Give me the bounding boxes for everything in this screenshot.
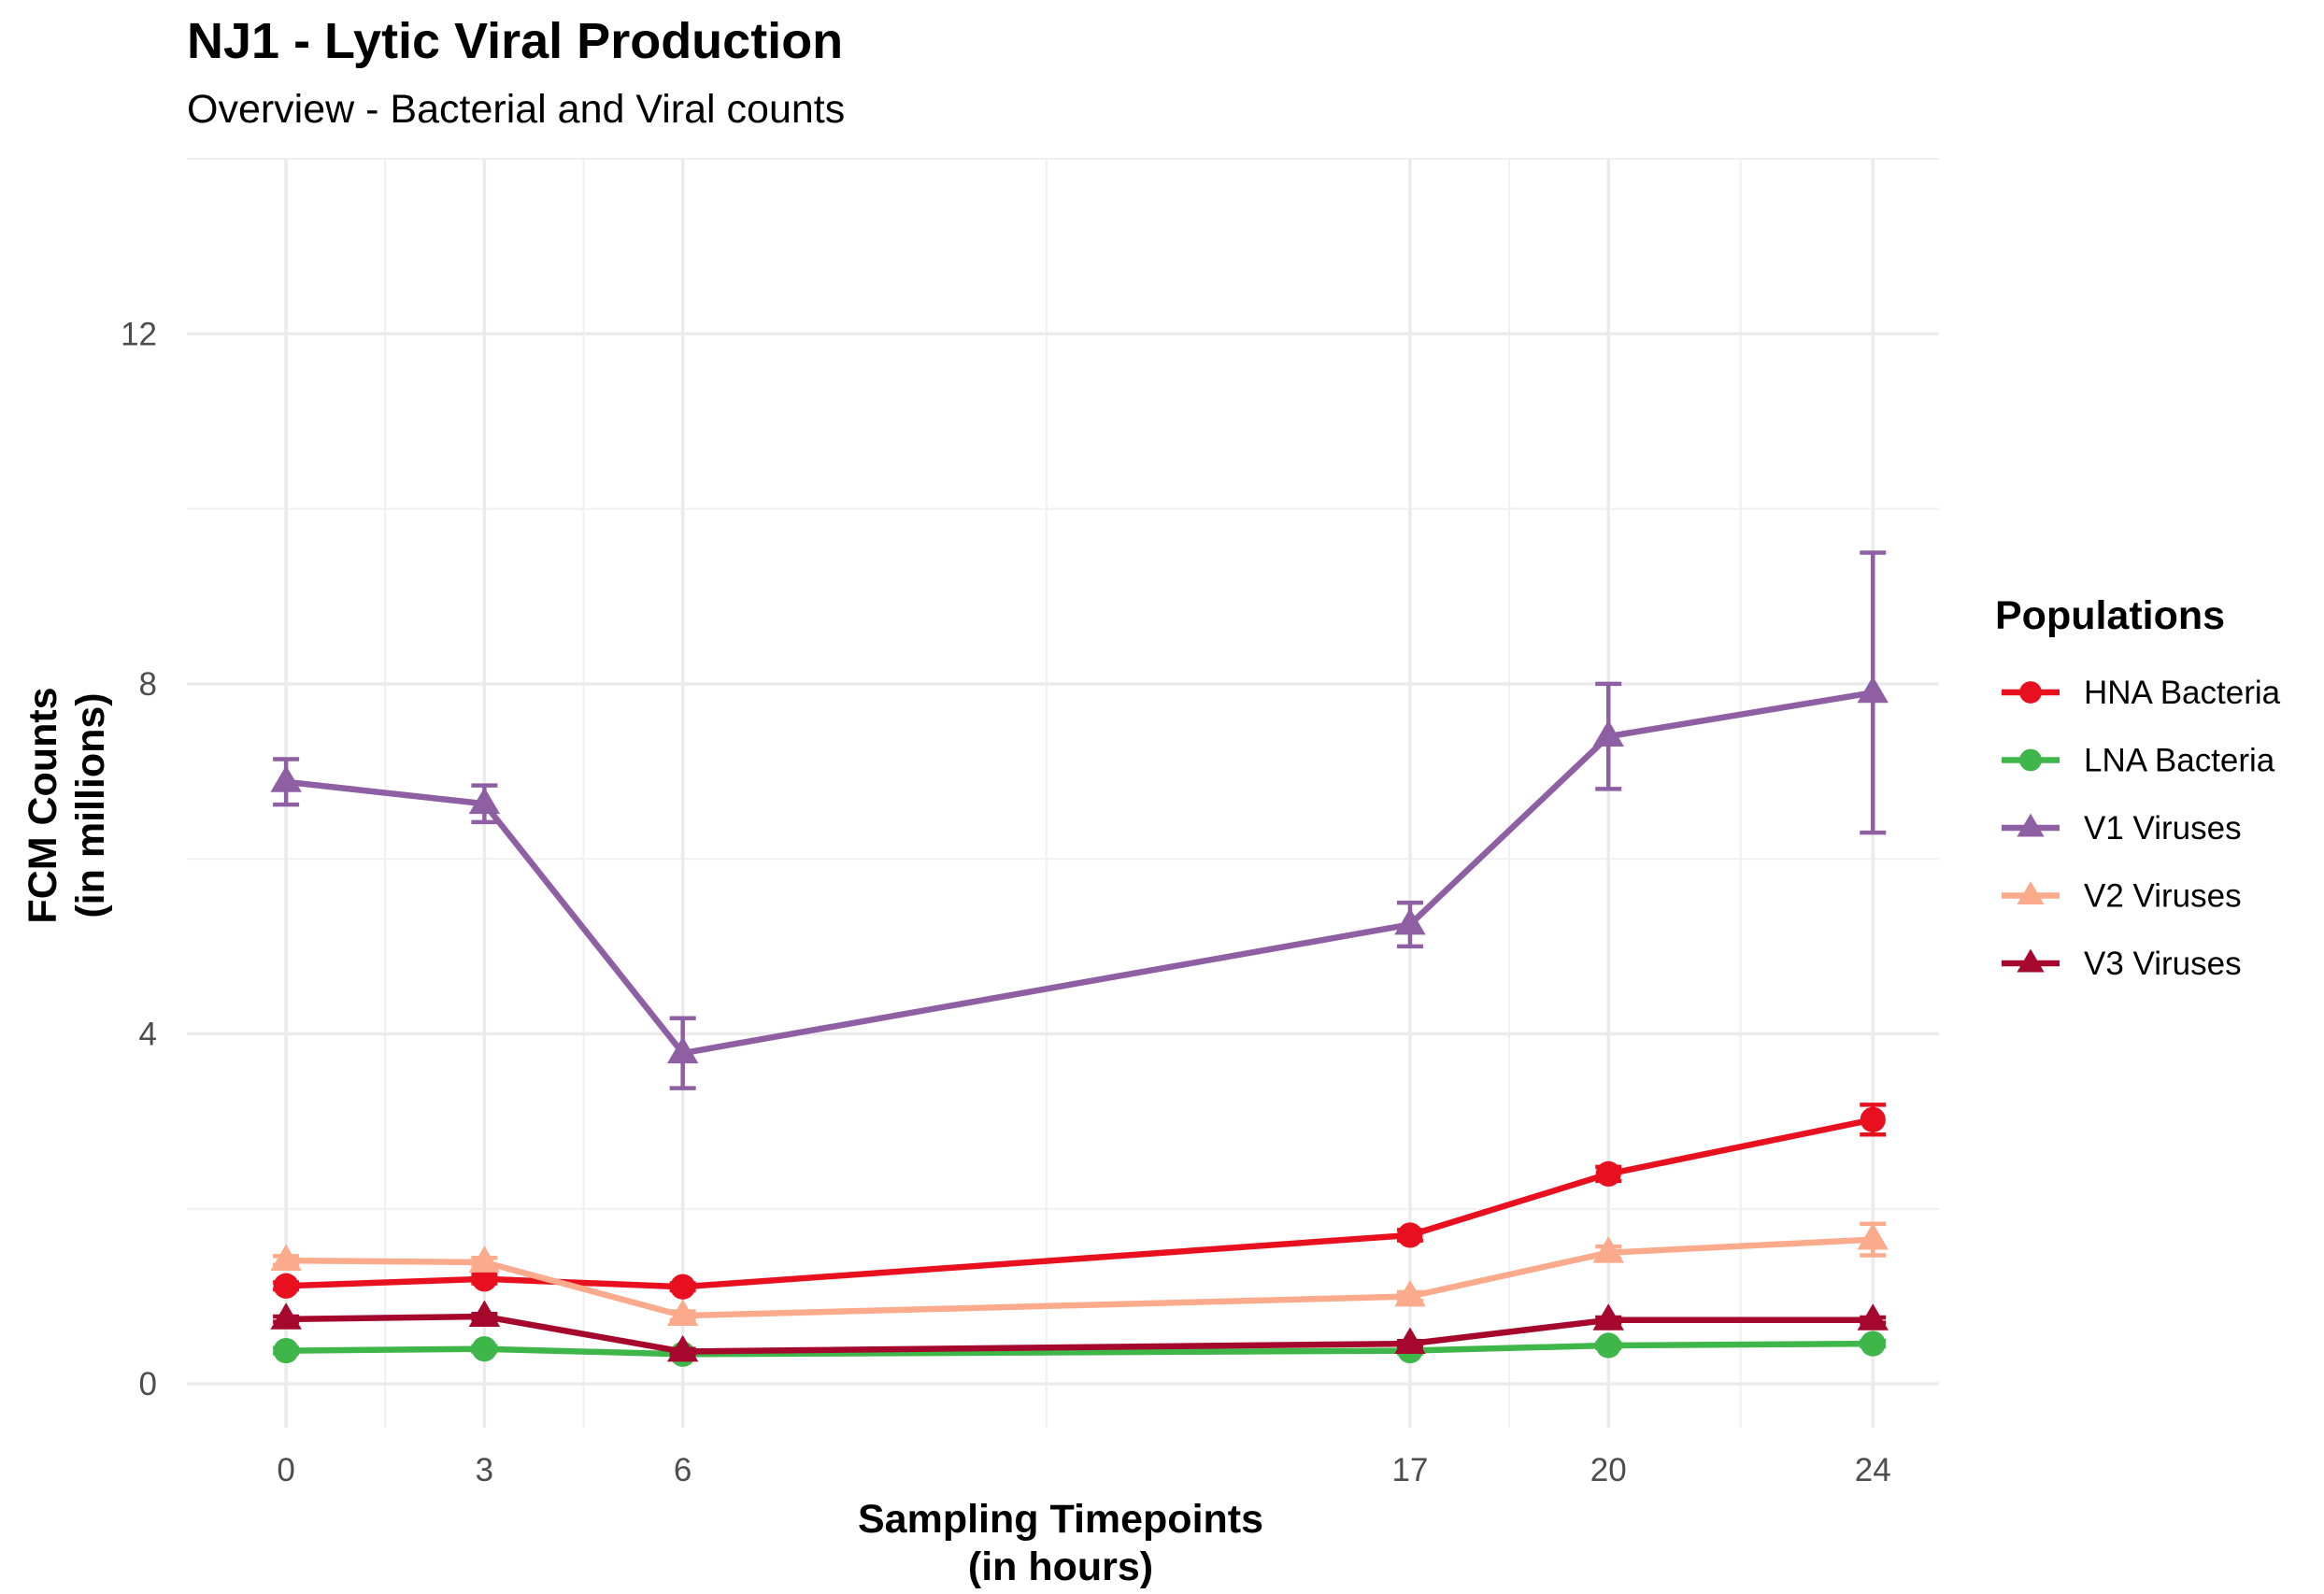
series-hna-bacteria [273,1103,1887,1300]
y-tick-label: 4 [139,1017,157,1053]
legend-item: V2 Viruses [2002,878,2242,915]
grid [187,158,1939,1428]
x-tick-label: 0 [277,1452,294,1488]
triangle-marker [270,1302,302,1330]
x-tick-label: 24 [1855,1452,1891,1488]
x-tick-label: 6 [674,1452,691,1488]
series-line [282,690,1876,1057]
triangle-marker [1394,1279,1426,1307]
legend-label: V3 Viruses [2084,946,2242,982]
triangle-marker [468,787,501,815]
chart-subtitle: Overview - Bacterial and Viral counts [187,87,845,132]
y-tick-label: 0 [139,1366,157,1402]
circle-marker [273,1273,299,1299]
y-axis-subtitle: (in millions) [68,692,113,918]
legend-label: V1 Viruses [2084,810,2242,847]
triangle-marker [1592,1303,1624,1331]
legend-item: V1 Viruses [2002,810,2242,847]
circle-marker [1595,1332,1621,1359]
series-line [282,1236,1876,1319]
circle-marker [1397,1222,1423,1248]
series-line [282,1340,1876,1358]
triangle-marker [1592,719,1624,747]
circle-marker [1595,1160,1621,1187]
legend-title: Populations [1995,593,2225,638]
legend: HNA Bacteria LNA Bacteria V1 Viruses V2 Vir… [2002,675,2281,982]
triangle-marker [468,1300,501,1327]
triangle-marker [1857,676,1889,704]
y-axis-title: FCM Counts [21,687,65,923]
triangle-marker [666,1334,699,1362]
triangle-marker [2017,813,2045,837]
triangle-marker [1857,1223,1889,1250]
x-axis-subtitle: (in hours) [968,1544,1153,1589]
legend-item: HNA Bacteria [2002,675,2281,711]
triangle-marker [1857,1303,1889,1331]
legend-label: HNA Bacteria [2084,675,2281,711]
triangle-marker [270,1244,302,1272]
circle-marker [2019,748,2042,772]
x-axis-title: Sampling Timepoints [858,1497,1263,1542]
x-tick-labels: 0 3 6 17 20 24 [277,1452,1890,1488]
triangle-marker [2017,948,2045,973]
series-v3-viruses [270,1300,1889,1362]
legend-label: LNA Bacteria [2084,743,2275,779]
y-tick-label: 12 [121,316,157,352]
circle-marker [1860,1106,1886,1132]
circle-marker [2019,681,2042,704]
series-v2-viruses [270,1221,1889,1327]
circle-marker [471,1336,497,1362]
x-tick-label: 20 [1590,1452,1627,1488]
triangle-marker [270,765,302,792]
series-v1-viruses [270,550,1889,1090]
x-tick-label: 3 [476,1452,493,1488]
y-tick-label: 8 [139,666,157,703]
circle-marker [670,1274,696,1300]
triangle-marker [468,1245,501,1273]
triangle-marker [2017,881,2045,905]
chart-title: NJ1 - Lytic Viral Production [187,13,843,69]
triangle-marker [1592,1236,1624,1263]
triangle-marker [666,1299,699,1327]
series-line [282,1117,1876,1290]
triangle-marker [1394,1327,1426,1355]
legend-item: LNA Bacteria [2002,743,2275,779]
circle-marker [273,1337,299,1364]
circle-marker [1860,1331,1886,1357]
triangle-marker [666,1036,699,1064]
legend-label: V2 Viruses [2084,878,2242,915]
y-tick-labels: 0 4 8 12 [121,316,157,1402]
triangle-marker [1394,907,1426,935]
series-line [282,1313,1876,1355]
series-layer [270,550,1889,1367]
circle-marker [471,1266,497,1292]
x-tick-label: 17 [1391,1452,1428,1488]
legend-item: V3 Viruses [2002,946,2242,982]
